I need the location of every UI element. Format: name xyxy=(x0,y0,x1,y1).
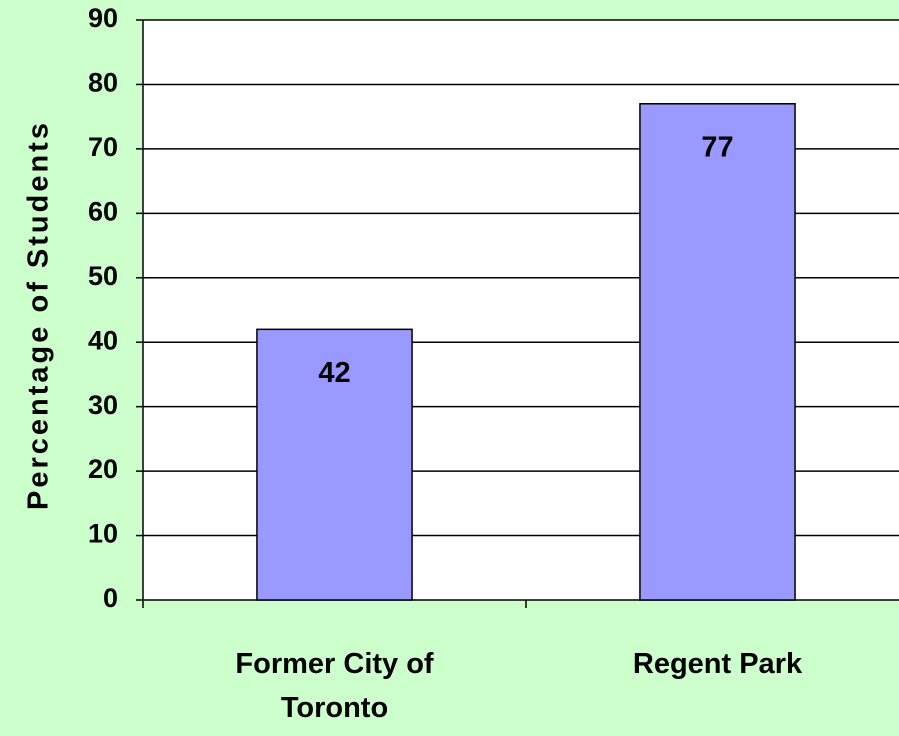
data-label: 77 xyxy=(701,131,733,163)
y-tick-label: 0 xyxy=(103,583,118,613)
y-tick-label: 10 xyxy=(88,519,118,549)
y-tick-label: 70 xyxy=(88,132,118,162)
y-tick-label: 60 xyxy=(88,196,118,226)
bar xyxy=(256,328,413,601)
x-tick-label: Regent Park xyxy=(632,648,803,680)
y-tick-label: 40 xyxy=(88,325,118,355)
y-tick-label: 90 xyxy=(88,3,118,33)
y-tick-label: 80 xyxy=(88,68,118,98)
y-tick-label: 20 xyxy=(88,454,118,484)
y-axis-label: Percentage of Students xyxy=(23,120,55,510)
y-tick-label: 50 xyxy=(88,261,118,291)
x-tick-label: Former City of Toronto xyxy=(235,648,434,724)
data-label: 42 xyxy=(318,357,350,389)
bar xyxy=(639,103,796,601)
y-tick-label: 30 xyxy=(88,390,118,420)
